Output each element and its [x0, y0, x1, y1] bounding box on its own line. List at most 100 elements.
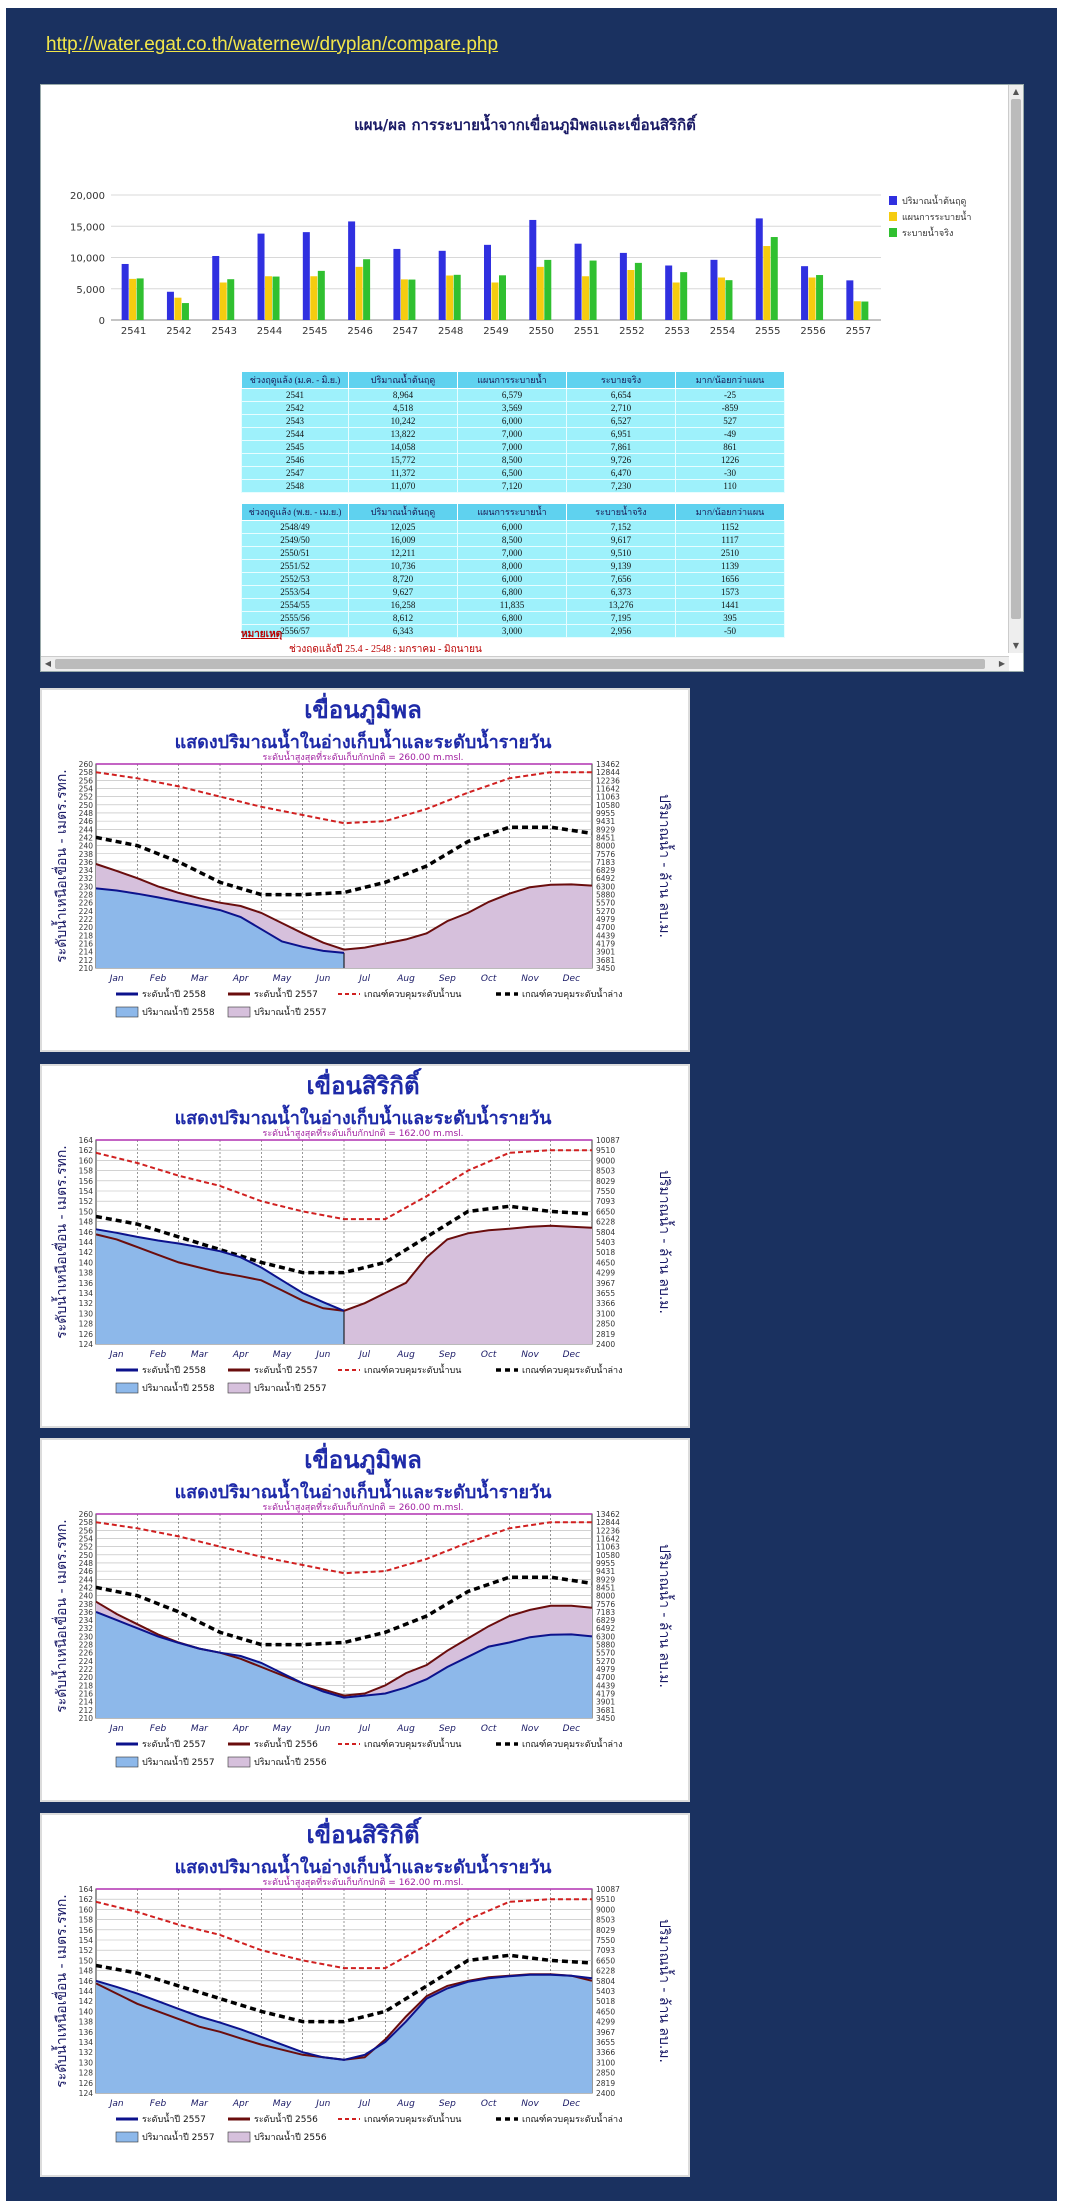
y-tick-label: 124	[79, 2089, 94, 2098]
horizontal-scrollbar[interactable]: ◀ ▶	[41, 656, 1009, 671]
upper-rule-curve	[95, 771, 592, 825]
bar	[136, 278, 144, 320]
y-tick-label: 220	[79, 923, 94, 932]
y-tick-label: 158	[79, 1916, 94, 1925]
y-tick-label: 148	[79, 1967, 94, 1976]
y-tick-label: 142	[79, 1248, 94, 1257]
bar	[499, 275, 506, 320]
month-label: Mar	[191, 2099, 209, 2109]
month-label: Aug	[396, 1724, 415, 1734]
y2-tick-label: 8000	[596, 842, 615, 851]
table-cell: 2555/56	[241, 611, 349, 625]
bar	[219, 282, 227, 320]
y-tick-label: 162	[79, 1146, 94, 1155]
y2-tick-label: 10580	[596, 801, 620, 810]
y-tick-label: 260	[79, 760, 94, 769]
table-cell: 7,120	[457, 479, 567, 493]
vertical-scroll-thumb[interactable]	[1011, 99, 1021, 619]
y-tick-label: 224	[79, 907, 94, 916]
y-tick-label: 142	[79, 1997, 94, 2006]
legend-swatch	[115, 1006, 139, 1018]
y-tick-label: 226	[79, 899, 94, 908]
vertical-scrollbar[interactable]: ▲ ▼	[1008, 85, 1023, 653]
y-tick-label: 258	[79, 1518, 94, 1527]
y2-tick-label: 4439	[596, 1681, 615, 1690]
y2-tick-label: 7183	[596, 1608, 615, 1617]
table-cell: 2549/50	[241, 533, 349, 547]
y-tick-label: 244	[79, 825, 94, 834]
y2-tick-label: 3100	[596, 2058, 615, 2067]
legend-label: ปริมาณน้ำปี 2558	[142, 1005, 215, 1018]
scroll-down-arrow-icon[interactable]: ▼	[1012, 641, 1020, 650]
y2-tick-label: 5403	[596, 1987, 615, 1996]
month-label: Dec	[563, 974, 580, 984]
y-tick-label: 210	[79, 1714, 94, 1723]
y-tick-label: 240	[79, 1592, 94, 1601]
table-cell: 7,000	[457, 440, 567, 454]
horizontal-scroll-thumb[interactable]	[55, 659, 985, 669]
y-tick-label: 136	[79, 2028, 94, 2037]
legend-label: ปริมาณน้ำปี 2557	[142, 2130, 215, 2143]
y2-tick-label: 6650	[596, 1207, 615, 1216]
y2-tick-label: 7550	[596, 1936, 615, 1945]
y2-tick-label: 8929	[596, 825, 615, 834]
y2-tick-label: 6829	[596, 1616, 615, 1625]
bar	[317, 270, 325, 320]
table2-header-1: ปริมาณน้ำต้นฤดู	[348, 503, 458, 521]
bar	[310, 276, 318, 320]
y-tick-label: 238	[79, 850, 94, 859]
table-cell: 11,835	[457, 598, 567, 612]
month-label: Sep	[439, 2099, 456, 2109]
bar	[453, 274, 461, 320]
y-tick-label: 134	[79, 1289, 94, 1298]
table-cell: 6,800	[457, 585, 567, 599]
table-cell: 2548	[241, 479, 349, 493]
table-row: 2551/52 10,736 8,000 9,139 1139	[241, 559, 785, 573]
legend-swatch	[227, 1756, 251, 1768]
bar	[770, 237, 778, 320]
legend-label: ระดับน้ำปี 2558	[142, 1363, 206, 1376]
y2-tick-label: 2400	[596, 1340, 615, 1349]
y2-tick-label: 8029	[596, 1926, 615, 1935]
table-cell: 2510	[675, 546, 785, 560]
y-tick-label: 15,000	[70, 222, 105, 233]
source-url-link[interactable]: http://water.egat.co.th/waternew/dryplan…	[46, 34, 499, 55]
storage-area-current-year	[96, 1229, 344, 1344]
y2-tick-label: 7183	[596, 858, 615, 867]
legend-swatch	[115, 1382, 139, 1394]
table-cell: 2547	[241, 466, 349, 480]
table1-header-0: ช่วงฤดูแล้ง (ม.ค. - มิ.ย.)	[241, 371, 349, 389]
table-cell: 2551/52	[241, 559, 349, 573]
scroll-left-arrow-icon[interactable]: ◀	[44, 659, 52, 668]
table-row: 2547 11,372 6,500 6,470 -30	[241, 466, 785, 480]
scroll-right-arrow-icon[interactable]: ▶	[998, 659, 1006, 668]
y-tick-label: 240	[79, 842, 94, 851]
x-tick-label: 2550	[529, 326, 554, 337]
bar	[408, 279, 416, 320]
month-label: Nov	[521, 1724, 539, 1734]
y2-tick-label: 11063	[596, 1543, 620, 1552]
y-tick-label: 156	[79, 1926, 94, 1935]
y2-tick-label: 4179	[596, 940, 615, 949]
table-cell: 14,058	[348, 440, 458, 454]
y-tick-label: 212	[79, 956, 94, 965]
upper-rule-curve	[95, 1898, 592, 1970]
table2-header-2: แผนการระบายน้ำ	[457, 503, 567, 521]
max-level-label: ระดับน้ำสูงสุดที่ระดับเก็บกักปกติ = 162.…	[262, 1126, 463, 1139]
table-cell: 8,500	[457, 453, 567, 467]
y-tick-label: 250	[79, 801, 94, 810]
table-cell: 2545	[241, 440, 349, 454]
y-tick-label: 138	[79, 1269, 94, 1278]
bar	[129, 278, 137, 320]
table-cell: 9,617	[566, 533, 676, 547]
y2-tick-label: 5880	[596, 1641, 615, 1650]
table-cell: 4,518	[348, 401, 458, 415]
month-label: Jun	[314, 974, 330, 984]
y-tick-label: 214	[79, 948, 94, 957]
table-cell: 8,612	[348, 611, 458, 625]
bhumibol-chart-panel-2557: เขื่อนภูมิพล แสดงปริมาณน้ำในอ่างเก็บน้ำแล…	[40, 1438, 690, 1802]
scroll-up-arrow-icon[interactable]: ▲	[1012, 87, 1020, 96]
table1-header-2: แผนการระบายน้ำ	[457, 371, 567, 389]
y2-tick-label: 9000	[596, 1905, 615, 1914]
y-tick-label: 234	[79, 1616, 94, 1625]
